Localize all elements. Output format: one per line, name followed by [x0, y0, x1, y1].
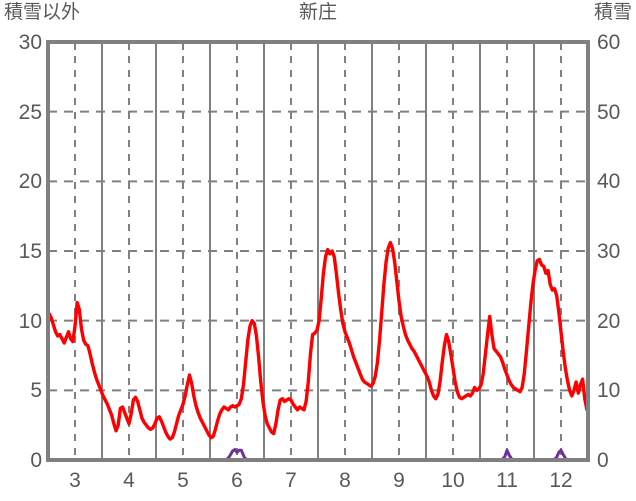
y-axis-right-tick-60: 60: [597, 31, 621, 54]
x-axis-tick-7: 7: [285, 469, 297, 492]
y-axis-right-tick-50: 50: [597, 100, 621, 124]
x-axis-tick-9: 9: [393, 469, 405, 492]
y-axis-right-tick-30: 30: [597, 240, 621, 263]
y-axis-left-tick-20: 20: [18, 170, 42, 194]
y-axis-right-tick-10: 10: [597, 379, 621, 403]
x-axis-tick-4: 4: [123, 469, 135, 492]
x-axis-tick-6: 6: [231, 469, 243, 492]
left-axis-title: 積雪以外: [4, 2, 81, 23]
y-axis-right-tick-20: 20: [597, 309, 621, 333]
plot-border: [46, 40, 590, 462]
page-title: 新庄: [298, 2, 337, 23]
right-axis-title: 積雪: [593, 2, 632, 23]
grid-horizontal: [48, 110, 588, 392]
y-axis-left-tick-0: 0: [30, 449, 42, 472]
x-axis-tick-11: 11: [496, 469, 518, 492]
y-axis-left-tick-15: 15: [18, 240, 42, 263]
series-line-other: [47, 240, 589, 441]
y-axis-left-tick-30: 30: [18, 31, 42, 54]
y-axis-left-tick-5: 5: [30, 379, 42, 403]
x-axis-tick-12: 12: [549, 469, 573, 492]
y-axis-left-tick-25: 25: [18, 100, 42, 124]
y-axis-left-tick-10: 10: [18, 309, 42, 333]
y-axis-right-tick-0: 0: [597, 449, 609, 472]
x-axis-tick-10: 10: [441, 469, 465, 492]
y-axis-right-tick-40: 40: [597, 170, 621, 194]
x-axis-tick-3: 3: [69, 469, 81, 492]
x-axis-tick-8: 8: [339, 469, 351, 492]
x-axis-tick-5: 5: [177, 469, 189, 492]
